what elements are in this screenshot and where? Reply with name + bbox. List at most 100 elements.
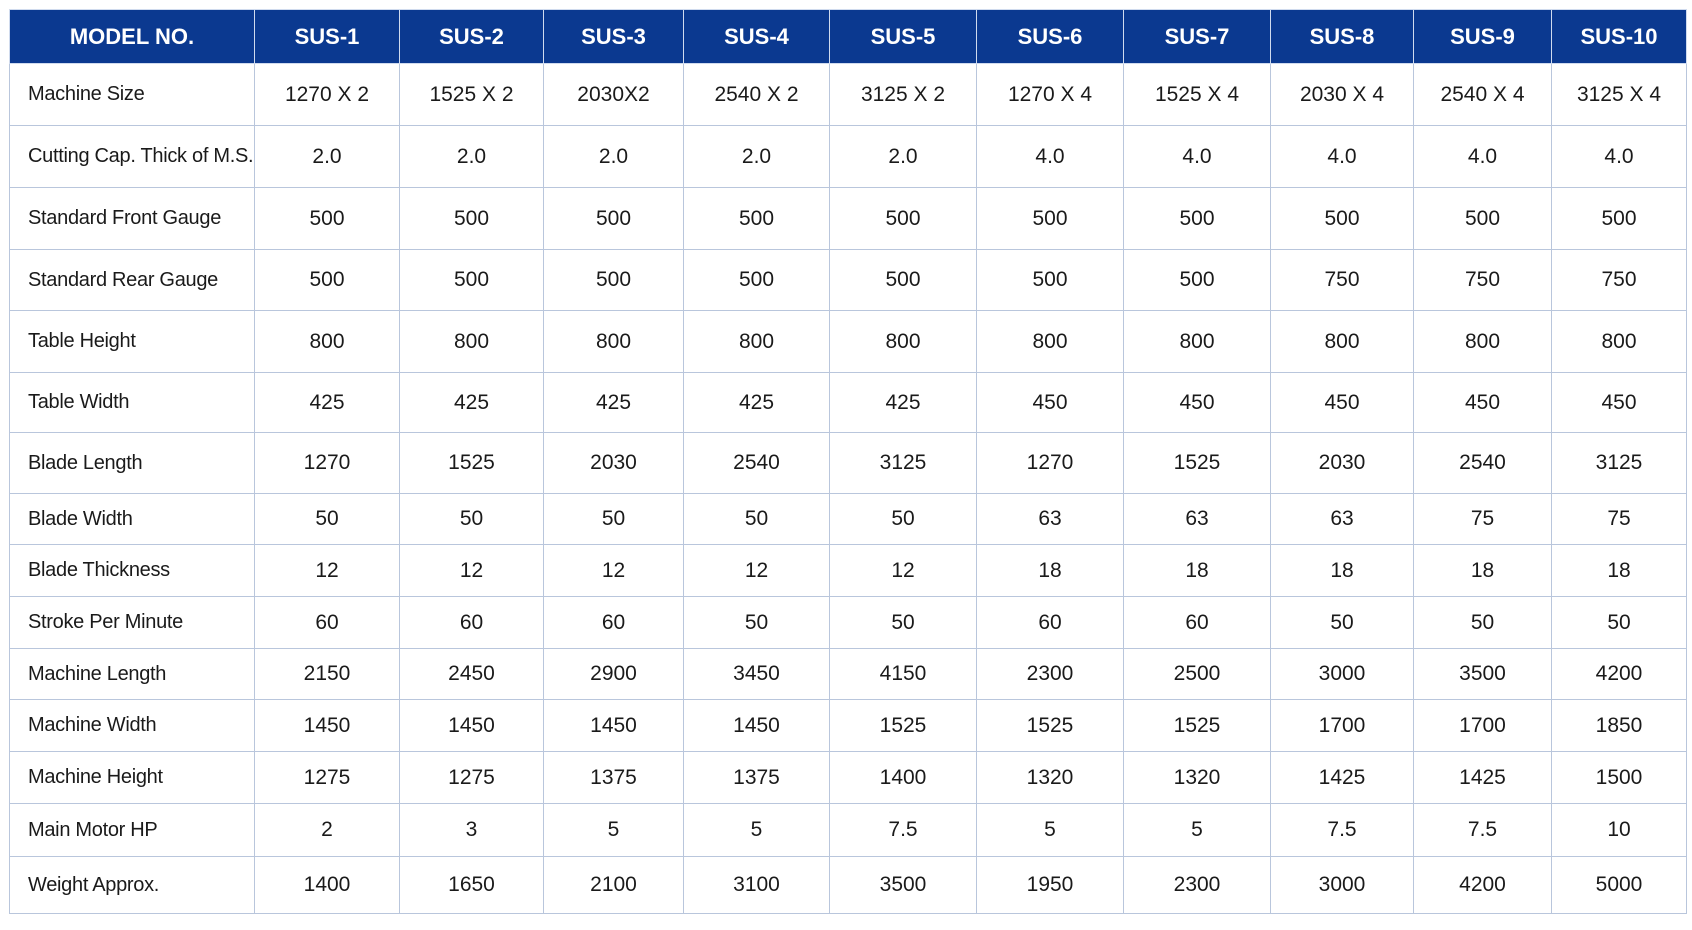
cell: 4200: [1413, 856, 1552, 914]
cell: 500: [543, 249, 684, 311]
row-label: Main Motor HP: [9, 803, 255, 857]
cell: 3: [399, 803, 544, 857]
cell: 800: [254, 310, 400, 373]
cell: 7.5: [1270, 803, 1414, 857]
cell: 1270: [254, 432, 400, 494]
cell: 450: [976, 372, 1124, 433]
table-row: Machine Width 1450 1450 1450 1450 1525 1525 152…: [9, 699, 1687, 752]
cell: 50: [1413, 596, 1552, 649]
row-label: Machine Length: [9, 648, 255, 700]
cell: 1850: [1551, 699, 1687, 752]
cell: 500: [976, 249, 1124, 311]
cell: 3500: [1413, 648, 1552, 700]
cell: 50: [399, 493, 544, 545]
cell: 2030: [543, 432, 684, 494]
cell: 1700: [1413, 699, 1552, 752]
cell: 500: [399, 187, 544, 250]
cell: 2540 X 2: [683, 63, 830, 126]
table-row: Cutting Cap. Thick of M.S. 2.0 2.0 2.0 2.0 2.…: [9, 125, 1687, 188]
cell: 18: [976, 544, 1124, 597]
cell: 3125 X 4: [1551, 63, 1687, 126]
cell: 5: [1123, 803, 1271, 857]
cell: 450: [1551, 372, 1687, 433]
row-label: Table Width: [9, 372, 255, 433]
cell: 500: [254, 187, 400, 250]
cell: 1450: [399, 699, 544, 752]
cell: 2.0: [683, 125, 830, 188]
cell: 1270 X 2: [254, 63, 400, 126]
cell: 60: [976, 596, 1124, 649]
row-label: Machine Width: [9, 699, 255, 752]
cell: 500: [976, 187, 1124, 250]
cell: 800: [399, 310, 544, 373]
cell: 50: [683, 596, 830, 649]
cell: 500: [683, 249, 830, 311]
cell: 500: [829, 249, 977, 311]
cell: 1525: [399, 432, 544, 494]
cell: 2030X2: [543, 63, 684, 126]
cell: 4150: [829, 648, 977, 700]
cell: 50: [683, 493, 830, 545]
cell: 750: [1413, 249, 1552, 311]
cell: 1425: [1270, 751, 1414, 804]
cell: 800: [543, 310, 684, 373]
cell: 450: [1123, 372, 1271, 433]
cell: 1525: [1123, 432, 1271, 494]
header-cell: SUS-3: [543, 9, 684, 64]
cell: 75: [1413, 493, 1552, 545]
cell: 12: [683, 544, 830, 597]
table-row: Weight Approx. 1400 1650 2100 3100 3500 1950 23…: [9, 856, 1687, 914]
cell: 5: [543, 803, 684, 857]
cell: 12: [543, 544, 684, 597]
header-cell: SUS-8: [1270, 9, 1414, 64]
cell: 1270: [976, 432, 1124, 494]
cell: 425: [683, 372, 830, 433]
table-row: Blade Thickness 12 12 12 12 12 18 18 18 18 18: [9, 544, 1687, 597]
cell: 4.0: [1551, 125, 1687, 188]
cell: 63: [1123, 493, 1271, 545]
cell: 3500: [829, 856, 977, 914]
row-label: Cutting Cap. Thick of M.S.: [9, 125, 255, 188]
row-label: Weight Approx.: [9, 856, 255, 914]
cell: 63: [976, 493, 1124, 545]
header-cell: SUS-1: [254, 9, 400, 64]
table-row: Table Height 800 800 800 800 800 800 800 800 800 8…: [9, 310, 1687, 373]
cell: 500: [683, 187, 830, 250]
cell: 500: [1551, 187, 1687, 250]
cell: 2540: [683, 432, 830, 494]
cell: 500: [1413, 187, 1552, 250]
cell: 60: [399, 596, 544, 649]
cell: 800: [683, 310, 830, 373]
cell: 12: [829, 544, 977, 597]
cell: 5: [976, 803, 1124, 857]
cell: 500: [829, 187, 977, 250]
cell: 2030 X 4: [1270, 63, 1414, 126]
cell: 50: [829, 596, 977, 649]
cell: 1950: [976, 856, 1124, 914]
cell: 750: [1270, 249, 1414, 311]
cell: 50: [254, 493, 400, 545]
row-label: Blade Length: [9, 432, 255, 494]
header-cell: MODEL NO.: [9, 9, 255, 64]
table-row: Machine Height 1275 1275 1375 1375 1400 1320 13…: [9, 751, 1687, 804]
row-label: Blade Thickness: [9, 544, 255, 597]
cell: 1525: [829, 699, 977, 752]
cell: 500: [1123, 187, 1271, 250]
cell: 1270 X 4: [976, 63, 1124, 126]
cell: 800: [1270, 310, 1414, 373]
cell: 12: [254, 544, 400, 597]
cell: 1275: [399, 751, 544, 804]
header-cell: SUS-4: [683, 9, 830, 64]
table-row: Machine Length 2150 2450 2900 3450 4150 2300 25…: [9, 648, 1687, 700]
cell: 3125 X 2: [829, 63, 977, 126]
cell: 800: [829, 310, 977, 373]
spec-table: MODEL NO. SUS-1 SUS-2 SUS-3 SUS-4 SUS-5 SUS-6 S…: [9, 9, 1687, 914]
cell: 1450: [683, 699, 830, 752]
row-label: Machine Size: [9, 63, 255, 126]
cell: 50: [543, 493, 684, 545]
cell: 2540: [1413, 432, 1552, 494]
cell: 500: [399, 249, 544, 311]
cell: 425: [399, 372, 544, 433]
header-cell: SUS-2: [399, 9, 544, 64]
